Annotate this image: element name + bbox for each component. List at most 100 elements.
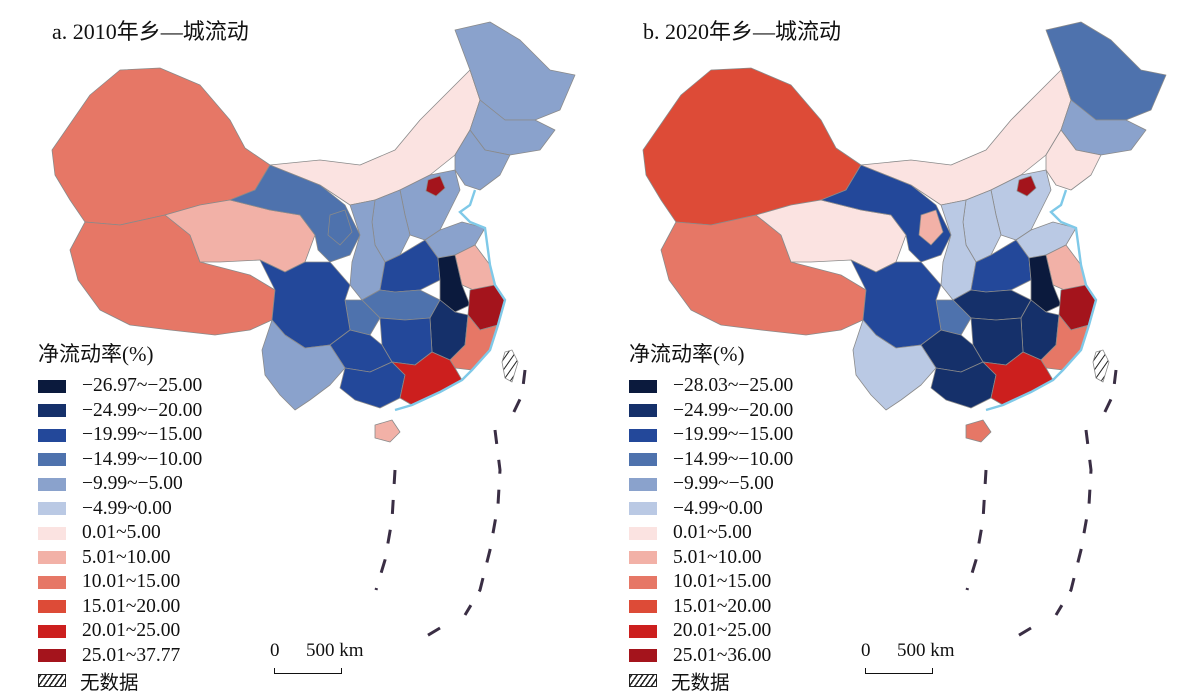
region-liaoning bbox=[454, 129, 511, 191]
scale-bar-line bbox=[865, 668, 933, 674]
legend-swatch bbox=[38, 600, 66, 614]
legend-swatch bbox=[629, 551, 657, 565]
legend-item: 15.01~20.00 bbox=[38, 595, 202, 620]
legend-item: −9.99~−5.00 bbox=[629, 472, 793, 497]
coastline bbox=[985, 189, 1098, 412]
legend-swatch bbox=[629, 404, 657, 418]
legend-swatch bbox=[629, 649, 657, 663]
legend-swatch bbox=[38, 502, 66, 516]
legend-item: −24.99~−20.00 bbox=[629, 399, 793, 424]
region-ningxia bbox=[327, 209, 353, 246]
legend-label: 5.01~10.00 bbox=[82, 546, 171, 568]
scale-bar: 0 500 km bbox=[861, 640, 981, 680]
legend-label: 20.01~25.00 bbox=[673, 620, 772, 642]
region-anhui bbox=[1028, 254, 1062, 313]
legend-swatch bbox=[38, 428, 66, 442]
legend-2020: 净流动率(%) −28.03~−25.00 −24.99~−20.00 −19.… bbox=[629, 338, 794, 694]
legend-item: 20.01~25.00 bbox=[629, 619, 793, 644]
legend-item: −9.99~−5.00 bbox=[38, 472, 202, 497]
legend-swatch bbox=[629, 502, 657, 516]
legend-swatch bbox=[629, 453, 657, 467]
legend-item: −4.99~0.00 bbox=[38, 497, 202, 522]
legend-item: −4.99~0.00 bbox=[629, 497, 793, 522]
legend-label: −14.99~−10.00 bbox=[673, 448, 794, 470]
region-anhui bbox=[437, 254, 471, 313]
legend-label: −26.97~−25.00 bbox=[82, 375, 203, 397]
legend-label: 10.01~15.00 bbox=[82, 571, 181, 593]
panel-title-2020: b. 2020年乡—城流动 bbox=[643, 19, 842, 44]
region-heilongjiang bbox=[1045, 21, 1167, 121]
legend-swatch bbox=[38, 624, 66, 638]
china-map-2010 bbox=[51, 21, 576, 642]
legend-swatch bbox=[38, 477, 66, 491]
scale-zero-label: 0 bbox=[270, 640, 280, 661]
scale-km-label: 500 km bbox=[897, 640, 955, 661]
legend-item: −28.03~−25.00 bbox=[629, 374, 793, 399]
hatch-swatch bbox=[629, 673, 657, 687]
legend-swatch bbox=[629, 600, 657, 614]
legend-swatch bbox=[629, 624, 657, 638]
legend-item: 10.01~15.00 bbox=[38, 570, 202, 595]
legend-swatch bbox=[38, 404, 66, 418]
coastline bbox=[394, 189, 507, 412]
legend-item: 0.01~5.00 bbox=[38, 521, 202, 546]
region-taiwan bbox=[1092, 349, 1110, 383]
legend-swatch bbox=[629, 477, 657, 491]
legend-item: 25.01~37.77 bbox=[38, 644, 202, 669]
legend-item: −24.99~−20.00 bbox=[38, 399, 202, 424]
legend-item-nodata: 无数据 bbox=[629, 668, 793, 694]
nine-dash-line bbox=[374, 369, 527, 642]
legend-item: 5.01~10.00 bbox=[38, 546, 202, 571]
legend-2010: 净流动率(%) −26.97~−25.00 −24.99~−20.00 −19.… bbox=[38, 338, 203, 694]
scale-bar-line bbox=[274, 668, 342, 674]
legend-label: −19.99~−15.00 bbox=[673, 424, 794, 446]
region-hainan bbox=[374, 419, 401, 443]
legend-label: 25.01~37.77 bbox=[82, 644, 181, 666]
legend-item: 5.01~10.00 bbox=[629, 546, 793, 571]
legend-swatch bbox=[629, 575, 657, 589]
region-yunnan bbox=[852, 319, 937, 411]
region-hainan bbox=[965, 419, 992, 443]
legend-item: 10.01~15.00 bbox=[629, 570, 793, 595]
legend-item: −19.99~−15.00 bbox=[629, 423, 793, 448]
legend-label: 15.01~20.00 bbox=[673, 595, 772, 617]
panel-title-2010: a. 2010年乡—城流动 bbox=[52, 19, 249, 44]
legend-label: 0.01~5.00 bbox=[82, 522, 161, 544]
china-map-2020 bbox=[642, 21, 1167, 642]
legend-label: 5.01~10.00 bbox=[673, 546, 762, 568]
legend-item: −14.99~−10.00 bbox=[38, 448, 202, 473]
legend-label: 15.01~20.00 bbox=[82, 595, 181, 617]
region-ningxia bbox=[918, 209, 944, 246]
legend-label: −24.99~−20.00 bbox=[82, 399, 203, 421]
region-beijing bbox=[425, 175, 446, 197]
legend-label: −4.99~0.00 bbox=[673, 497, 763, 519]
legend-swatch bbox=[629, 526, 657, 540]
legend-label: 25.01~36.00 bbox=[673, 644, 772, 666]
legend-label: −9.99~−5.00 bbox=[82, 473, 183, 495]
legend-swatch bbox=[38, 649, 66, 663]
region-beijing bbox=[1016, 175, 1037, 197]
region-taiwan bbox=[501, 349, 519, 383]
region-liaoning bbox=[1045, 129, 1102, 191]
scale-zero-label: 0 bbox=[861, 640, 871, 661]
map-panel-2020: b. 2020年乡—城流动 净流动率(%) −28.03~−25.00 −24.… bbox=[591, 0, 1182, 700]
nine-dash-line bbox=[965, 369, 1118, 642]
scale-bar: 0 500 km bbox=[270, 640, 390, 680]
map-panel-2010: a. 2010年乡—城流动 净流动率(%) −26.97~−25.00 −24.… bbox=[38, 19, 576, 694]
legend-label: −4.99~0.00 bbox=[82, 497, 172, 519]
region-yunnan bbox=[261, 319, 346, 411]
legend-swatch bbox=[629, 379, 657, 393]
legend-label: 0.01~5.00 bbox=[673, 522, 752, 544]
legend-label: −28.03~−25.00 bbox=[673, 375, 794, 397]
legend-swatch bbox=[38, 526, 66, 540]
scale-km-label: 500 km bbox=[306, 640, 364, 661]
legend-label-nodata: 无数据 bbox=[671, 672, 730, 694]
legend-swatch bbox=[629, 428, 657, 442]
legend-label: −14.99~−10.00 bbox=[82, 448, 203, 470]
legend-swatch bbox=[38, 453, 66, 467]
legend-title: 净流动率(%) bbox=[629, 342, 745, 366]
hatch-swatch bbox=[38, 673, 66, 687]
legend-item: 15.01~20.00 bbox=[629, 595, 793, 620]
legend-item: 25.01~36.00 bbox=[629, 644, 793, 669]
legend-item: 0.01~5.00 bbox=[629, 521, 793, 546]
